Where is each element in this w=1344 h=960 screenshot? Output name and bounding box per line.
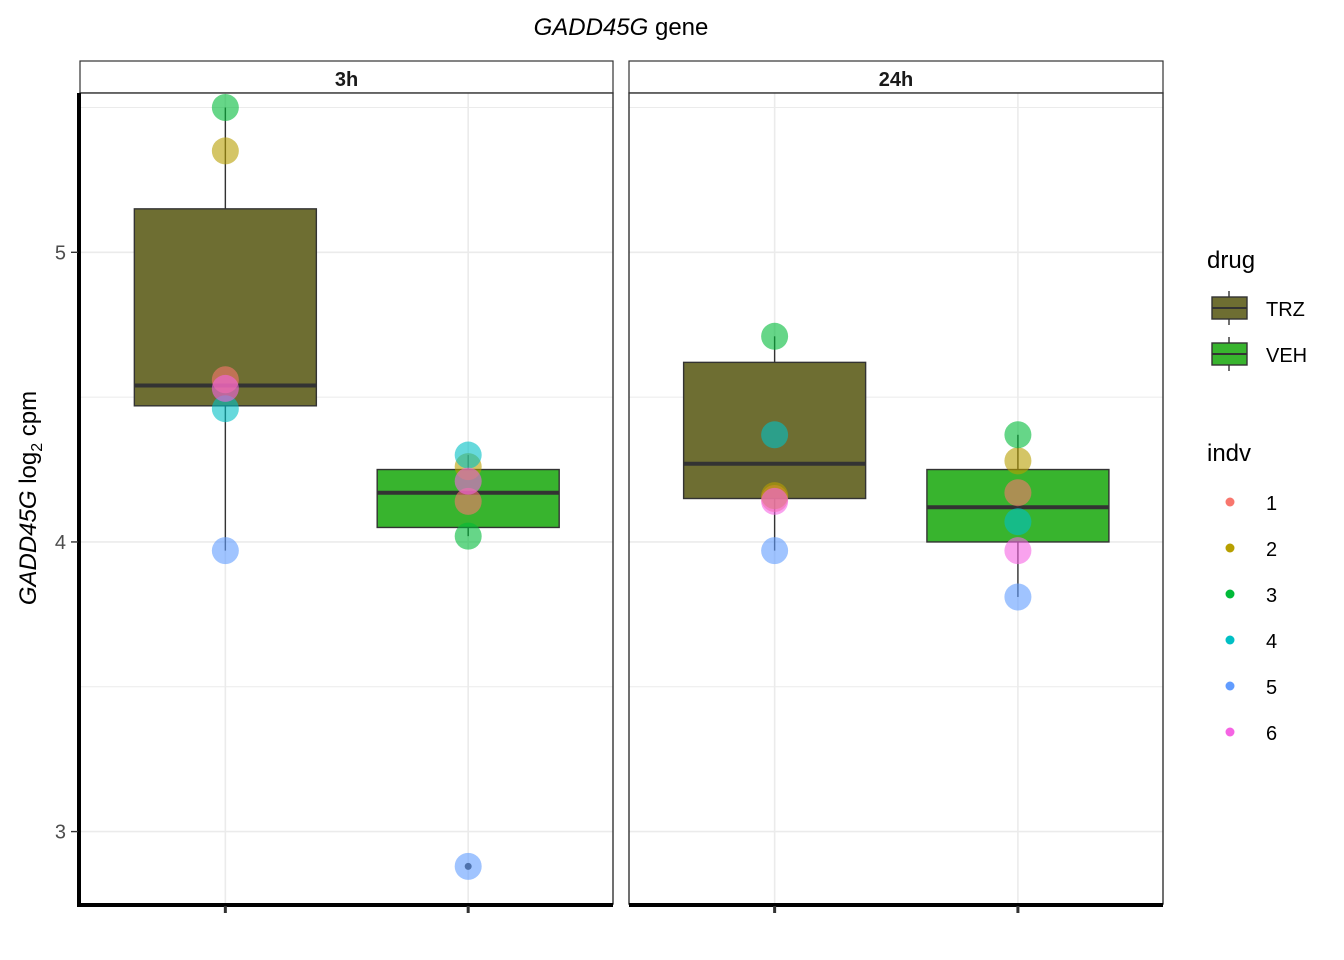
data-point-indv-6	[211, 374, 239, 402]
data-point-indv-3	[761, 322, 789, 350]
legend-drug-label: VEH	[1266, 345, 1307, 367]
data-point-indv-3	[1004, 421, 1032, 449]
facet-panels: 3h 24h	[79, 60, 1164, 913]
legend-indv-label: 3	[1266, 585, 1277, 607]
y-axis: 3 4 5	[55, 93, 81, 907]
y-tick-label: 5	[55, 242, 66, 264]
facet-strip-label: 24h	[879, 69, 913, 91]
legend-key-dot	[1225, 727, 1235, 737]
data-point-indv-4	[1004, 508, 1032, 536]
data-point-indv-1	[454, 487, 482, 515]
legend-indv-item-5: 5	[1225, 677, 1277, 699]
chart-title-rest: gene	[648, 14, 708, 41]
legend-indv-label: 6	[1266, 723, 1277, 745]
data-point-indv-3	[454, 522, 482, 550]
legend-indv-item-6: 6	[1225, 723, 1277, 745]
chart-title: GADD45G gene	[534, 14, 709, 41]
y-tick-label: 3	[55, 822, 66, 844]
data-point-indv-5	[1004, 583, 1032, 611]
chart-title-italic: GADD45G	[534, 14, 649, 41]
legend-key-dot	[1225, 543, 1235, 553]
legend-indv-item-2: 2	[1225, 539, 1277, 561]
legend-indv-item-3: 3	[1225, 585, 1277, 607]
legend-drug-label: TRZ	[1266, 299, 1305, 321]
data-point-indv-4	[454, 441, 482, 469]
legend-key-dot	[1225, 589, 1235, 599]
legend-indv-label: 4	[1266, 631, 1277, 653]
y-axis-title-subscript: 2	[29, 443, 46, 452]
y-axis-title-italic: GADD45G	[15, 490, 42, 605]
data-point-indv-2	[1004, 447, 1032, 475]
data-point-indv-3	[211, 93, 239, 121]
y-tick-label: 4	[55, 532, 66, 554]
data-point-indv-5	[211, 537, 239, 565]
legend-drug-item-VEH: VEH	[1211, 337, 1307, 371]
legend-key-dot	[1225, 497, 1235, 507]
legend-drug-item-TRZ: TRZ	[1211, 291, 1305, 325]
y-axis-title-log: log	[15, 452, 42, 491]
legend-indv-item-4: 4	[1225, 631, 1277, 653]
legend-key-dot	[1225, 635, 1235, 645]
facet-panel-24h: 24h	[628, 60, 1164, 913]
legend-drug-title: drug	[1207, 247, 1255, 274]
facet-strip-label: 3h	[335, 69, 358, 91]
legend-drug: drug TRZ VEH	[1207, 247, 1307, 371]
data-point-indv-5	[454, 852, 482, 880]
legend-indv-label: 2	[1266, 539, 1277, 561]
facet-panel-3h: 3h	[79, 60, 614, 913]
data-point-indv-1	[1004, 479, 1032, 507]
facet-strip	[79, 60, 614, 94]
legend-indv-title: indv	[1207, 440, 1251, 467]
data-point-indv-4	[761, 421, 789, 449]
data-point-indv-5	[761, 537, 789, 565]
legend-key-dot	[1225, 681, 1235, 691]
legend-indv-label: 5	[1266, 677, 1277, 699]
legends: drug TRZ VEH indv 1 2 3 4 5 6	[1207, 247, 1307, 745]
y-axis-title: GADD45G log2 cpm	[15, 391, 46, 605]
legend-indv-item-1: 1	[1225, 493, 1277, 515]
legend-indv-label: 1	[1266, 493, 1277, 515]
data-point-indv-4	[211, 395, 239, 423]
data-point-indv-2	[211, 137, 239, 165]
data-point-indv-6	[761, 487, 789, 515]
data-point-indv-6	[454, 467, 482, 495]
data-point-indv-6	[1004, 537, 1032, 565]
y-axis-title-unit: cpm	[15, 391, 42, 443]
legend-indv: indv 1 2 3 4 5 6	[1207, 440, 1277, 745]
